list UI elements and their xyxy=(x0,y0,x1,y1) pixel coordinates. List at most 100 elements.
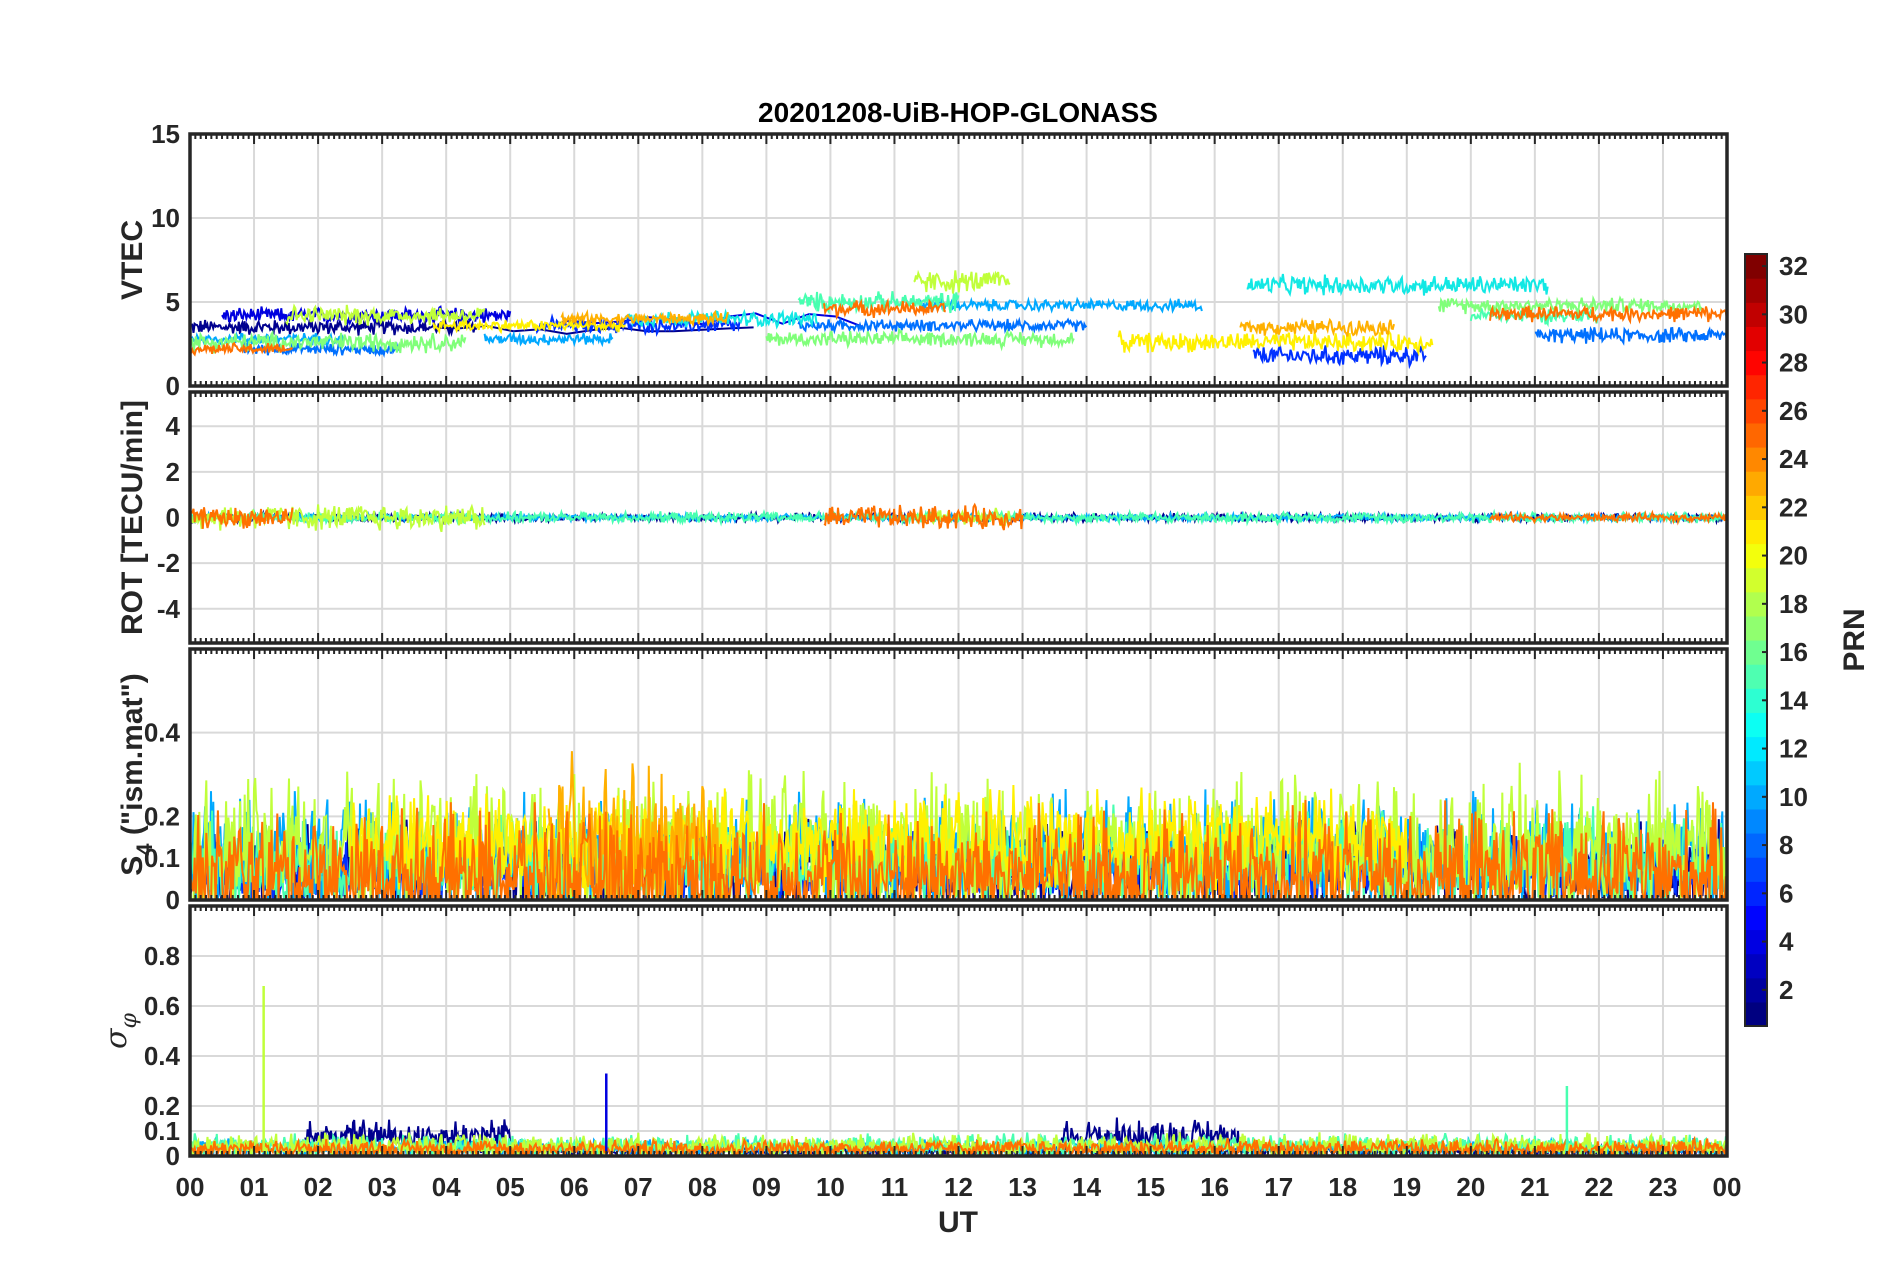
colorbar-segment xyxy=(1745,664,1767,689)
x-tick-label: 00 xyxy=(1713,1172,1742,1202)
y-tick-label: 10 xyxy=(151,203,180,233)
colorbar-segment xyxy=(1745,326,1767,352)
colorbar-segment xyxy=(1745,254,1767,279)
series-line-prn-10 xyxy=(919,296,1203,315)
colorbar-segment xyxy=(1745,278,1767,303)
x-tick-label: 11 xyxy=(881,1172,909,1202)
series-line-prn-22 xyxy=(547,751,729,900)
x-tick-label: 03 xyxy=(368,1172,397,1202)
colorbar-tick-label: 4 xyxy=(1779,927,1794,957)
y-tick-label: 0.6 xyxy=(144,991,180,1021)
colorbar-segment xyxy=(1745,591,1767,617)
series-line-prn-24 xyxy=(823,502,1024,531)
y-axis-label-rot: ROT [TECU/min] xyxy=(116,400,149,635)
colorbar-segment xyxy=(1745,881,1767,906)
x-tick-label: 22 xyxy=(1584,1172,1613,1202)
y-tick-label: 0.2 xyxy=(144,801,180,831)
colorbar-tick-label: 32 xyxy=(1779,251,1808,281)
x-tick-label: 01 xyxy=(240,1172,269,1202)
colorbar-segment xyxy=(1745,712,1767,738)
y-tick-label: 0 xyxy=(166,1141,180,1171)
series-line-prn-18 xyxy=(285,303,486,326)
colorbar-segment xyxy=(1745,784,1767,810)
colorbar-segment xyxy=(1745,905,1767,931)
colorbar-tick-label: 18 xyxy=(1779,589,1808,619)
colorbar-segment xyxy=(1745,953,1767,979)
series-line-prn-6 xyxy=(1252,342,1427,370)
series-line-prn-24 xyxy=(190,507,294,529)
panel-vtec: 0 5 10 15 VTEC xyxy=(116,119,1729,401)
colorbar-segment xyxy=(1745,760,1767,786)
axes-frame-sigma xyxy=(188,904,1729,1158)
y-tick-label: -2 xyxy=(157,548,180,578)
x-tick-label: 16 xyxy=(1200,1172,1229,1202)
x-tick-label: 15 xyxy=(1136,1172,1165,1202)
y-tick-label: 0.8 xyxy=(144,941,180,971)
series-line-prn-16 xyxy=(1437,295,1703,317)
series-group-vtec xyxy=(190,269,1727,370)
colorbar-tick-label: 2 xyxy=(1779,975,1793,1005)
colorbar-segment xyxy=(1745,977,1767,1003)
colorbar-tick-label: 28 xyxy=(1779,348,1808,378)
series-line-prn-24 xyxy=(1489,509,1727,526)
colorbar-segment xyxy=(1745,615,1767,641)
y-tick-label: -4 xyxy=(157,594,181,624)
series-line-prn-2 xyxy=(190,316,479,338)
colorbar-segment xyxy=(1745,567,1767,593)
y-tick-label: 0 xyxy=(166,885,180,915)
series-line-prn-24 xyxy=(190,799,1727,900)
series-line-prn-24 xyxy=(190,341,294,357)
colorbar-segment xyxy=(1745,471,1767,496)
x-tick-label: 23 xyxy=(1648,1172,1677,1202)
colorbar-frame xyxy=(1744,253,1768,1027)
x-axis: 00 01 02 03 04 05 06 07 08 09 10 11 12 13 14 15 16 17 18 19… xyxy=(176,1172,1742,1202)
colorbar-label: PRN xyxy=(1838,608,1871,671)
colorbar-segment xyxy=(1745,736,1767,762)
series-line-prn-24 xyxy=(823,297,947,321)
x-tick-label: 17 xyxy=(1264,1172,1293,1202)
x-tick-label: 02 xyxy=(304,1172,333,1202)
y-tick-label: 0.1 xyxy=(144,843,180,873)
chart-title: 20201208-UiB-HOP-GLONASS xyxy=(758,97,1158,128)
series-line-prn-8 xyxy=(1534,325,1727,346)
colorbar-segment xyxy=(1745,1001,1767,1027)
colorbar-tick-label: 20 xyxy=(1779,541,1808,571)
y-axis-label-s4: S4 ("ism.mat") xyxy=(116,673,157,875)
colorbar-tick-label: 8 xyxy=(1779,830,1793,860)
colorbar-segment xyxy=(1745,688,1767,713)
colorbar-tick-label: 16 xyxy=(1779,637,1808,667)
series-line-prn-24 xyxy=(1489,304,1727,325)
y-tick-label: 2 xyxy=(166,457,180,487)
axes-frame-vtec xyxy=(188,132,1729,388)
colorbar-tick-label: 22 xyxy=(1779,492,1808,522)
x-tick-label: 04 xyxy=(432,1172,461,1202)
colorbar-segment xyxy=(1745,422,1767,448)
y-tick-label: 0.1 xyxy=(144,1116,180,1146)
x-tick-label: 19 xyxy=(1392,1172,1421,1202)
colorbar-segment xyxy=(1745,833,1767,858)
y-tick-label: 0 xyxy=(166,371,180,401)
colorbar-segment xyxy=(1745,543,1767,569)
y-tick-label: 0 xyxy=(166,503,180,533)
y-tick-label: 4 xyxy=(166,411,181,441)
colorbar-tick-label: 24 xyxy=(1779,444,1808,474)
x-axis-label: UT xyxy=(938,1206,978,1239)
y-axis-label-vtec: VTEC xyxy=(116,220,149,300)
series-line-prn-12 xyxy=(1246,273,1549,298)
colorbar-tick-label: 6 xyxy=(1779,878,1793,908)
colorbar-segment xyxy=(1745,808,1767,834)
series-line-prn-20 xyxy=(1117,330,1434,357)
x-tick-label: 12 xyxy=(944,1172,973,1202)
y-tick-label: 15 xyxy=(151,119,180,149)
series-line-prn-20 xyxy=(432,317,626,335)
x-tick-label: 09 xyxy=(752,1172,781,1202)
series-line-prn-18 xyxy=(913,269,1011,294)
y-tick-label: 5 xyxy=(166,287,180,317)
panel-sigma: 00.10.2 0.4 0.6 0.8 σφ xyxy=(99,904,1729,1171)
x-tick-label: 14 xyxy=(1072,1172,1101,1202)
x-tick-label: 07 xyxy=(624,1172,653,1202)
colorbar-tick-label: 30 xyxy=(1779,299,1808,329)
series-line-prn-16 xyxy=(190,329,467,355)
